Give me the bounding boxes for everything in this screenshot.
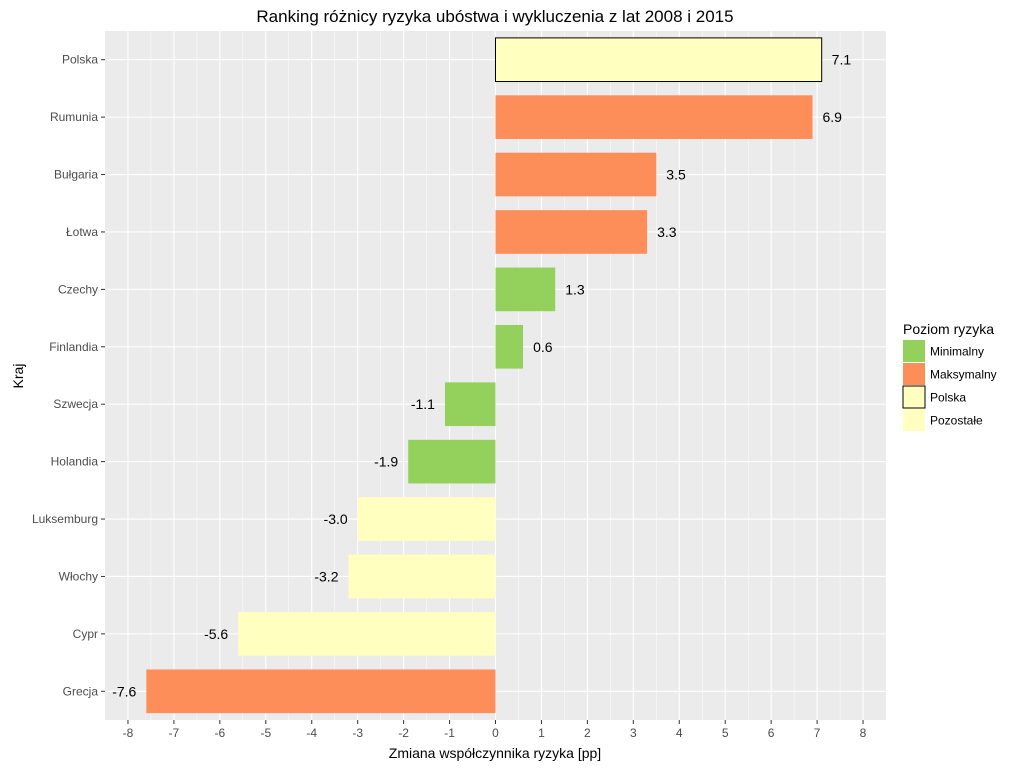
category-label: Szwecja	[53, 397, 98, 411]
x-tick-label: 8	[860, 726, 867, 740]
x-tick-label: 2	[584, 726, 591, 740]
bar	[348, 554, 496, 599]
x-tick-label: -8	[123, 726, 134, 740]
data-label: -5.6	[204, 626, 228, 642]
x-tick-label: 7	[814, 726, 821, 740]
x-tick-label: 6	[768, 726, 775, 740]
bar	[495, 37, 823, 83]
y-axis: Polska Rumunia Bułgaria Łotwa Czechy Finlandi…	[32, 53, 105, 698]
category-label: Rumunia	[50, 110, 98, 124]
legend-label: Pozostałe	[930, 414, 983, 428]
x-tick-label: -5	[260, 726, 271, 740]
category-label: Cypr	[73, 627, 98, 641]
x-tick-label: 1	[538, 726, 545, 740]
data-labels: 7.1 6.9 3.5 3.3 1.3 0.6 -1.1 -1.9 -3.0 -3.2 -5.6 -7…	[112, 52, 851, 700]
legend-swatch	[903, 409, 925, 431]
x-axis: -8 -7 -6 -5 -4 -3 -2 -1 0 1 2 3 4 5 6 7 8	[123, 720, 867, 740]
bars	[146, 37, 823, 714]
category-label: Łotwa	[66, 225, 98, 239]
legend: Poziom ryzyka Minimalny Maksymalny Polska P…	[902, 321, 997, 431]
legend-swatch	[902, 385, 926, 409]
bar	[146, 669, 496, 714]
category-label: Włochy	[59, 569, 98, 583]
data-label: -3.2	[314, 568, 338, 584]
data-label: -7.6	[112, 683, 136, 699]
legend-swatch	[903, 363, 925, 385]
legend-label: Maksymalny	[930, 368, 997, 382]
data-label: 3.5	[666, 167, 686, 183]
x-axis-title: Zmiana współczynnika ryzyka [pp]	[389, 745, 601, 761]
x-tick-label: 3	[630, 726, 637, 740]
legend-label: Polska	[930, 391, 966, 405]
category-label: Grecja	[63, 684, 99, 698]
data-label: 1.3	[565, 281, 585, 297]
data-label: 3.3	[657, 224, 677, 240]
legend-swatch	[903, 340, 925, 362]
legend-title: Poziom ryzyka	[903, 321, 994, 337]
x-tick-label: 4	[676, 726, 683, 740]
data-label: 7.1	[832, 52, 852, 68]
bar	[238, 612, 496, 656]
x-tick-label: -7	[169, 726, 180, 740]
bar	[495, 324, 524, 369]
bar	[495, 95, 813, 139]
legend-label: Minimalny	[930, 345, 984, 359]
bar	[495, 152, 657, 197]
bar	[444, 382, 496, 427]
bar	[357, 497, 496, 541]
data-label: -1.1	[411, 396, 435, 412]
x-tick-label: -2	[398, 726, 409, 740]
bar	[495, 210, 648, 254]
category-label: Luksemburg	[32, 512, 98, 526]
bar	[495, 267, 556, 312]
data-label: -3.0	[324, 511, 348, 527]
category-label: Holandia	[51, 455, 99, 469]
category-label: Polska	[62, 53, 98, 67]
category-label: Czechy	[58, 282, 98, 296]
data-label: -1.9	[374, 454, 398, 470]
x-tick-label: 5	[722, 726, 729, 740]
x-tick-label: -6	[215, 726, 226, 740]
category-label: Bułgaria	[54, 168, 98, 182]
x-tick-label: -3	[352, 726, 363, 740]
x-tick-label: -4	[306, 726, 317, 740]
chart-title: Ranking różnicy ryzyka ubóstwa i wyklucz…	[256, 7, 733, 26]
data-label: 6.9	[822, 109, 842, 125]
y-axis-title: Kraj	[10, 364, 26, 389]
data-label: 0.6	[533, 339, 553, 355]
x-tick-label: 0	[492, 726, 499, 740]
category-label: Finlandia	[49, 340, 98, 354]
bar	[408, 439, 496, 484]
x-tick-label: -1	[444, 726, 455, 740]
